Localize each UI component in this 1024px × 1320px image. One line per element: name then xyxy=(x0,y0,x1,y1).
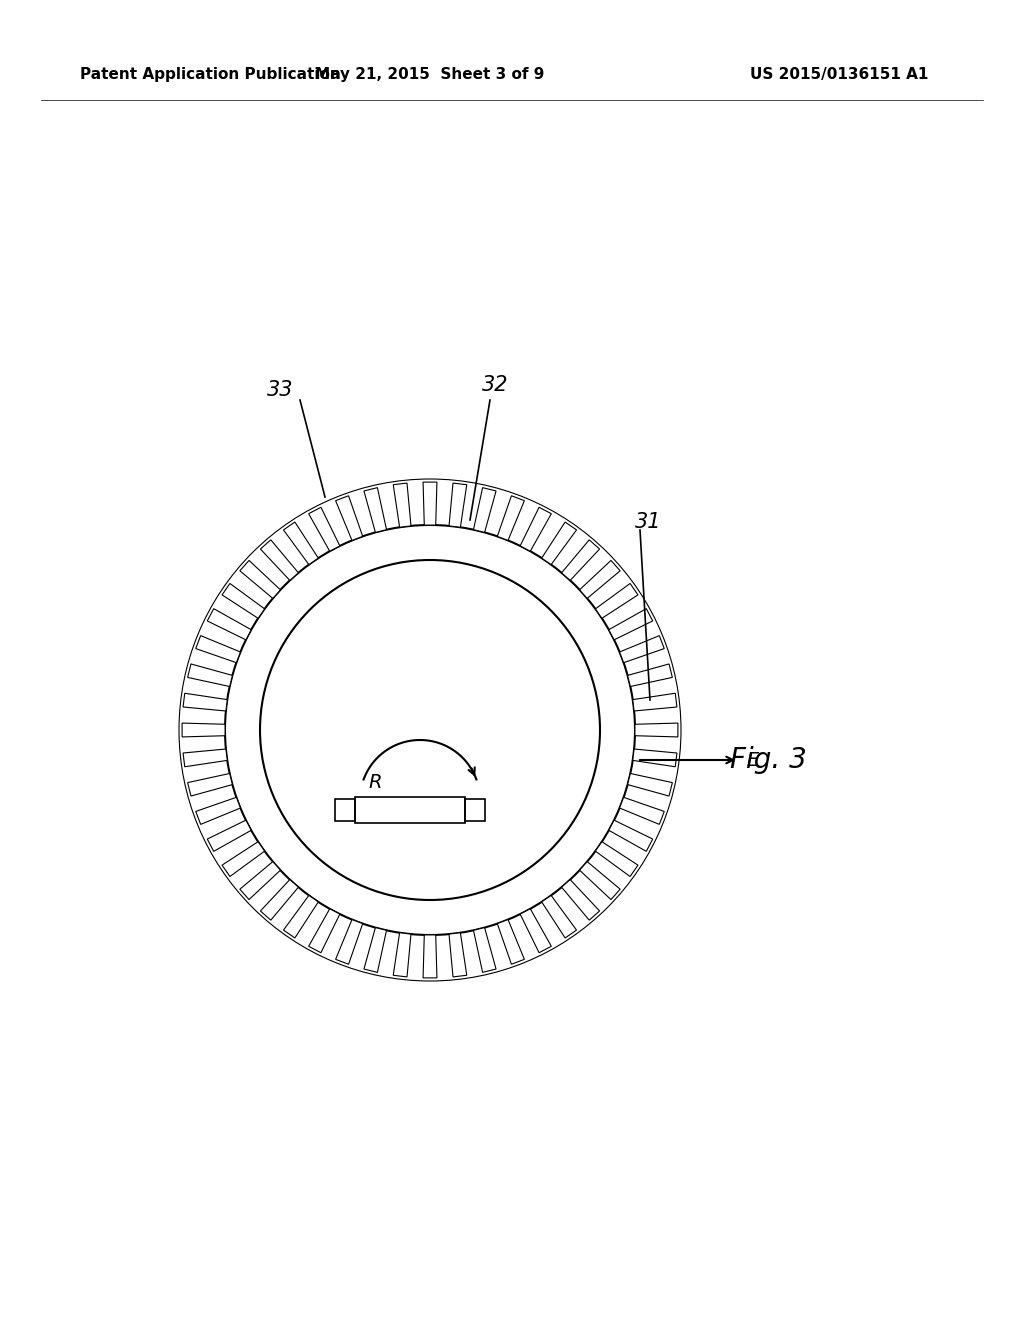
Text: May 21, 2015  Sheet 3 of 9: May 21, 2015 Sheet 3 of 9 xyxy=(315,67,545,82)
Polygon shape xyxy=(222,842,264,876)
Polygon shape xyxy=(364,487,386,532)
Text: US 2015/0136151 A1: US 2015/0136151 A1 xyxy=(750,67,929,82)
Polygon shape xyxy=(423,935,437,978)
Polygon shape xyxy=(183,693,227,711)
Polygon shape xyxy=(498,496,524,540)
Polygon shape xyxy=(423,482,437,525)
Polygon shape xyxy=(635,723,678,737)
Polygon shape xyxy=(473,928,496,973)
Polygon shape xyxy=(561,540,600,581)
Text: E: E xyxy=(746,751,759,770)
Polygon shape xyxy=(580,862,621,899)
Polygon shape xyxy=(498,920,524,964)
Polygon shape xyxy=(240,862,281,899)
Polygon shape xyxy=(207,609,251,640)
Polygon shape xyxy=(520,507,551,552)
Polygon shape xyxy=(542,895,577,939)
Polygon shape xyxy=(620,797,665,825)
Polygon shape xyxy=(620,636,665,663)
Polygon shape xyxy=(336,496,362,540)
Polygon shape xyxy=(336,920,362,964)
Text: 32: 32 xyxy=(481,375,508,395)
Polygon shape xyxy=(628,774,673,796)
Polygon shape xyxy=(364,928,386,973)
Polygon shape xyxy=(561,879,600,920)
Polygon shape xyxy=(580,561,621,598)
Polygon shape xyxy=(609,820,652,851)
Polygon shape xyxy=(182,723,225,737)
Polygon shape xyxy=(183,748,227,767)
Bar xyxy=(355,797,465,822)
Polygon shape xyxy=(308,507,340,552)
Polygon shape xyxy=(595,842,638,876)
Polygon shape xyxy=(260,879,298,920)
Polygon shape xyxy=(260,540,298,581)
Polygon shape xyxy=(542,521,577,565)
Polygon shape xyxy=(595,583,638,618)
Polygon shape xyxy=(284,895,318,939)
Polygon shape xyxy=(393,483,411,527)
Text: R: R xyxy=(369,772,382,792)
Polygon shape xyxy=(609,609,652,640)
Polygon shape xyxy=(393,933,411,977)
Polygon shape xyxy=(187,774,232,796)
Polygon shape xyxy=(449,483,467,527)
Text: 33: 33 xyxy=(266,380,293,400)
Polygon shape xyxy=(520,908,551,953)
Polygon shape xyxy=(196,797,241,825)
Polygon shape xyxy=(449,933,467,977)
Text: Patent Application Publication: Patent Application Publication xyxy=(80,67,341,82)
Polygon shape xyxy=(240,561,281,598)
Polygon shape xyxy=(196,636,241,663)
Polygon shape xyxy=(473,487,496,532)
Polygon shape xyxy=(207,820,251,851)
Polygon shape xyxy=(222,583,264,618)
Text: Fig. 3: Fig. 3 xyxy=(730,746,807,774)
Polygon shape xyxy=(284,521,318,565)
Bar xyxy=(335,799,355,821)
Polygon shape xyxy=(633,748,677,767)
Polygon shape xyxy=(633,693,677,711)
Polygon shape xyxy=(308,908,340,953)
Text: 31: 31 xyxy=(635,512,662,532)
Polygon shape xyxy=(628,664,673,686)
Bar xyxy=(465,799,485,821)
Polygon shape xyxy=(187,664,232,686)
